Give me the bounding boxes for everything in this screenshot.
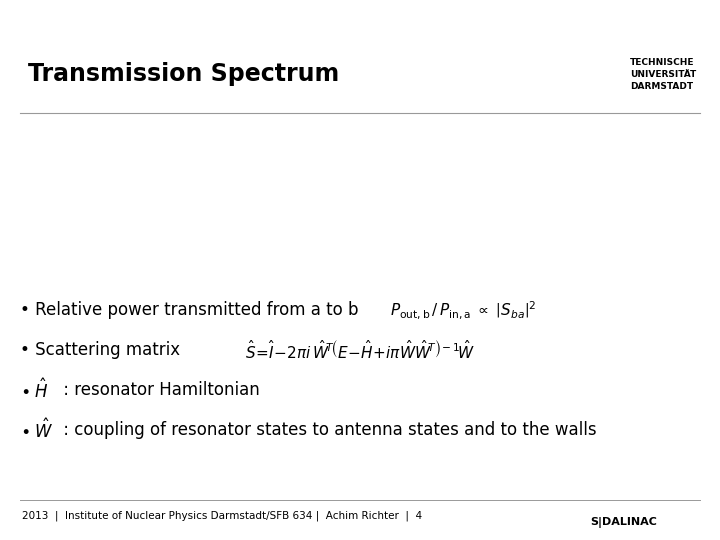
Text: : resonator Hamiltonian: : resonator Hamiltonian: [58, 381, 260, 399]
Text: 2013  |  Institute of Nuclear Physics Darmstadt/SFB 634 |  Achim Richter  |  4: 2013 | Institute of Nuclear Physics Darm…: [22, 511, 422, 521]
Text: $\bullet\;\hat{H}$: $\bullet\;\hat{H}$: [20, 378, 49, 402]
Text: S|DALINAC: S|DALINAC: [590, 517, 657, 529]
Text: • Scattering matrix: • Scattering matrix: [20, 341, 180, 359]
Text: Transmission Spectrum: Transmission Spectrum: [28, 62, 339, 86]
Text: $\bullet\;\hat{W}$: $\bullet\;\hat{W}$: [20, 418, 54, 442]
Text: TECHNISCHE
UNIVERSITÄT
DARMSTADT: TECHNISCHE UNIVERSITÄT DARMSTADT: [630, 58, 696, 91]
Text: $P_{\mathrm{out,b}}\,/\,P_{\mathrm{in,a}}\;\propto\;\left|S_{ba}\right|^{2}$: $P_{\mathrm{out,b}}\,/\,P_{\mathrm{in,a}…: [390, 299, 536, 321]
Text: $\hat{S}\!=\!\hat{I}\!-\!2\pi i\,\hat{W}^{\!T}\!\left(E\!-\!\hat{H}\!+\!i\pi\hat: $\hat{S}\!=\!\hat{I}\!-\!2\pi i\,\hat{W}…: [245, 339, 475, 361]
Text: • Relative power transmitted from a to b: • Relative power transmitted from a to b: [20, 301, 359, 319]
Text: : coupling of resonator states to antenna states and to the walls: : coupling of resonator states to antenn…: [58, 421, 597, 439]
